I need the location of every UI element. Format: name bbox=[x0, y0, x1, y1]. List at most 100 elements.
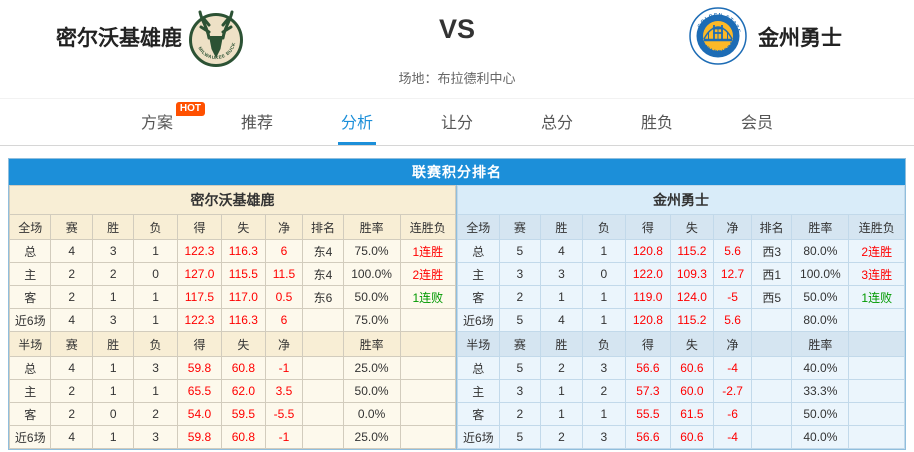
column-header: 胜 bbox=[91, 214, 135, 240]
standings-title: 联赛积分排名 bbox=[9, 159, 905, 185]
stat-cell: 60.0 bbox=[669, 379, 715, 403]
stat-cell: -5.5 bbox=[264, 402, 304, 426]
stat-cell: 3 bbox=[540, 262, 583, 286]
stat-cell: 3 bbox=[498, 379, 542, 403]
column-header: 半场 bbox=[457, 331, 500, 357]
column-header: 胜率 bbox=[342, 214, 401, 240]
nav-tab-2[interactable]: 分析 bbox=[337, 99, 376, 145]
nav-tab-label: 会员 bbox=[741, 114, 774, 132]
stat-cell: 60.8 bbox=[221, 425, 266, 449]
stat-cell: 122.3 bbox=[176, 239, 223, 263]
stat-cell bbox=[399, 379, 457, 403]
column-header-row: 半场赛胜负得失净 胜率 bbox=[457, 331, 905, 357]
stat-cell: 近6场 bbox=[8, 425, 52, 449]
stat-cell: 5.6 bbox=[713, 239, 753, 263]
stat-cell: 124.0 bbox=[669, 285, 715, 309]
stat-cell bbox=[302, 425, 344, 449]
column-header: 净 bbox=[713, 331, 753, 357]
stat-cell: 总 bbox=[8, 356, 52, 380]
stat-cell: 62.0 bbox=[221, 379, 266, 403]
stat-cell: 1 bbox=[540, 402, 583, 426]
stat-cell: 75.0% bbox=[342, 239, 401, 263]
home-team-name: 密尔沃基雄鹿 bbox=[56, 27, 182, 50]
panel-team-name: 金州勇士 bbox=[457, 185, 905, 215]
column-header: 失 bbox=[221, 331, 266, 357]
nav-tab-1[interactable]: 推荐 bbox=[238, 99, 276, 145]
column-header-row: 半场赛胜负得失净 胜率 bbox=[8, 331, 457, 357]
stat-cell: 西3 bbox=[751, 239, 793, 263]
nav-tab-label: 让分 bbox=[440, 114, 473, 132]
nav-tab-6[interactable]: 会员 bbox=[738, 99, 776, 145]
stat-cell: 2连胜 bbox=[848, 239, 905, 263]
stat-cell: 6 bbox=[264, 239, 304, 263]
away-team-name: 金州勇士 bbox=[758, 27, 842, 50]
table-row: 客 2 1 1 55.5 61.5 -6 50.0% bbox=[457, 402, 905, 426]
stat-cell bbox=[302, 379, 344, 403]
stat-cell: 1 bbox=[91, 356, 135, 380]
stat-cell: 3连胜 bbox=[848, 262, 905, 286]
stat-cell: 12.7 bbox=[713, 262, 753, 286]
stat-cell: 总 bbox=[457, 356, 500, 380]
stat-cell: 11.5 bbox=[264, 262, 304, 286]
stat-cell: -1 bbox=[264, 425, 304, 449]
golden-state-warriors-logo: GOLDEN STATE WARRIORS bbox=[688, 6, 748, 71]
away-standings-table: 金州勇士 全场赛胜负得失净排名 胜率 连胜负总 5 4 1 120.8 115.2 5.6 西3 80… bbox=[457, 185, 905, 449]
stat-cell: 75.0% bbox=[342, 308, 401, 332]
stat-cell bbox=[848, 356, 905, 380]
stat-cell: 2 bbox=[50, 285, 93, 309]
stat-cell: 80.0% bbox=[791, 239, 850, 263]
stat-cell: -6 bbox=[713, 402, 753, 426]
nav-tab-0[interactable]: 方案 HOT bbox=[138, 99, 205, 145]
stat-cell: 122.3 bbox=[176, 308, 223, 332]
column-header: 负 bbox=[581, 331, 627, 357]
column-header-row: 全场赛胜负得失净排名 胜率 连胜负 bbox=[8, 214, 457, 240]
column-header: 赛 bbox=[498, 214, 542, 240]
table-row: 近6场 5 4 1 120.8 115.2 5.6 80.0% bbox=[457, 308, 905, 332]
stat-cell: 6 bbox=[264, 308, 304, 332]
stat-cell: 2 bbox=[133, 402, 178, 426]
stat-cell: 2 bbox=[50, 262, 93, 286]
stat-cell: 60.8 bbox=[221, 356, 266, 380]
stat-cell: 1 bbox=[91, 285, 135, 309]
stat-cell: 50.0% bbox=[791, 402, 850, 426]
stat-cell: 0 bbox=[133, 262, 178, 286]
stat-cell: 总 bbox=[8, 239, 52, 263]
stat-cell: 0 bbox=[581, 262, 627, 286]
stat-cell: 东4 bbox=[302, 239, 344, 263]
stat-cell: 3 bbox=[133, 425, 178, 449]
stat-cell: 115.5 bbox=[221, 262, 266, 286]
milwaukee-bucks-logo: MILWAUKEE BUCKS bbox=[184, 2, 246, 73]
stat-cell: 总 bbox=[457, 239, 500, 263]
nav-tab-4[interactable]: 总分 bbox=[538, 99, 576, 145]
stat-cell: 3 bbox=[91, 308, 135, 332]
nav-tab-5[interactable]: 胜负 bbox=[638, 99, 676, 145]
column-header: 负 bbox=[581, 214, 627, 240]
stat-cell: 56.6 bbox=[625, 425, 671, 449]
nav-tab-3[interactable]: 让分 bbox=[438, 99, 476, 145]
stat-cell: 80.0% bbox=[791, 308, 850, 332]
stat-cell: 61.5 bbox=[669, 402, 715, 426]
hot-badge: HOT bbox=[175, 102, 205, 116]
stat-cell: 1 bbox=[91, 379, 135, 403]
stat-cell: 2连胜 bbox=[399, 262, 457, 286]
table-row: 总 5 2 3 56.6 60.6 -4 40.0% bbox=[457, 356, 905, 380]
stat-cell: 60.6 bbox=[669, 356, 715, 380]
table-row: 总 4 3 1 122.3 116.3 6 东4 75.0% 1连胜 bbox=[8, 239, 457, 263]
stat-cell bbox=[848, 402, 905, 426]
column-header: 负 bbox=[133, 331, 178, 357]
stat-cell bbox=[751, 356, 793, 380]
stat-cell: 50.0% bbox=[342, 285, 401, 309]
stat-cell: 5 bbox=[498, 356, 542, 380]
stat-cell: 2 bbox=[50, 402, 93, 426]
stat-cell: 4 bbox=[50, 356, 93, 380]
stat-cell: 50.0% bbox=[342, 379, 401, 403]
stat-cell: 东6 bbox=[302, 285, 344, 309]
stat-cell: 117.0 bbox=[221, 285, 266, 309]
stat-cell: 1 bbox=[540, 379, 583, 403]
stat-cell: 65.5 bbox=[176, 379, 223, 403]
stat-cell: 100.0% bbox=[791, 262, 850, 286]
stat-cell bbox=[302, 308, 344, 332]
stat-cell: 3 bbox=[581, 425, 627, 449]
stat-cell: 2 bbox=[50, 379, 93, 403]
nav-tab-label: 分析 bbox=[340, 114, 373, 132]
